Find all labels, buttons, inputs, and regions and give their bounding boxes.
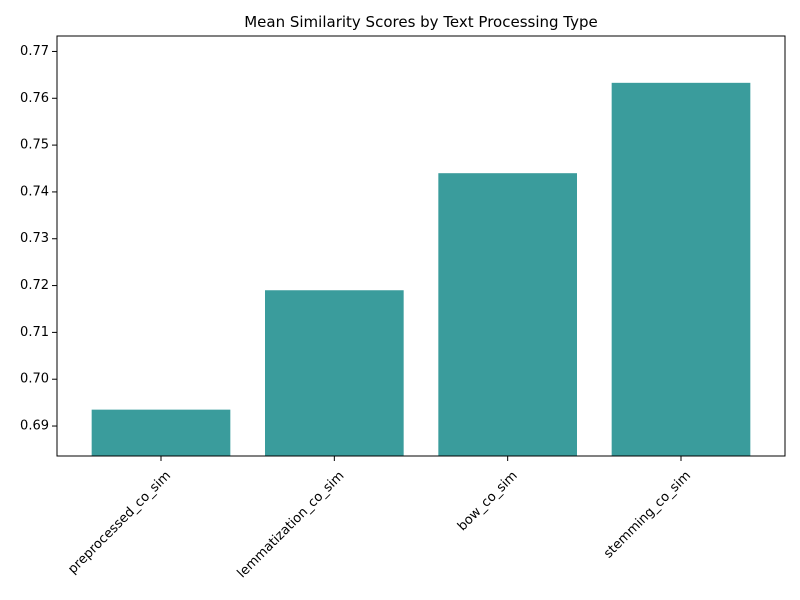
y-axis: 0.69 0.70 0.71 0.72 0.73 0.74 0.75 0.76 0.77 [20,44,57,434]
y-tick-label: 0.75 [20,138,49,153]
bars-group [91,82,751,457]
y-tick-label: 0.70 [20,372,49,387]
bar-lemmatization_co_sim [265,290,404,456]
x-tick-label: stemming_co_sim [601,468,694,561]
bar-preprocessed_co_sim [91,409,231,456]
x-tick-label: preprocessed_co_sim [65,468,174,577]
y-tick-label: 0.71 [20,325,49,340]
chart-title: Mean Similarity Scores by Text Processin… [244,13,598,31]
plot-frame [56,35,786,457]
y-tick-label: 0.76 [20,91,49,106]
x-tick-label: bow_co_sim [455,468,521,534]
y-tick-label: 0.74 [20,184,49,199]
y-tick-label: 0.73 [20,231,49,246]
bar-bow_co_sim [438,173,577,457]
y-tick-label: 0.69 [20,419,49,434]
y-tick-label: 0.72 [20,278,49,293]
bar-stemming_co_sim [611,82,751,456]
y-tick-label: 0.77 [20,44,49,59]
x-axis: preprocessed_co_sim lemmatization_co_sim b… [65,456,694,581]
x-tick-label: lemmatization_co_sim [235,468,348,581]
